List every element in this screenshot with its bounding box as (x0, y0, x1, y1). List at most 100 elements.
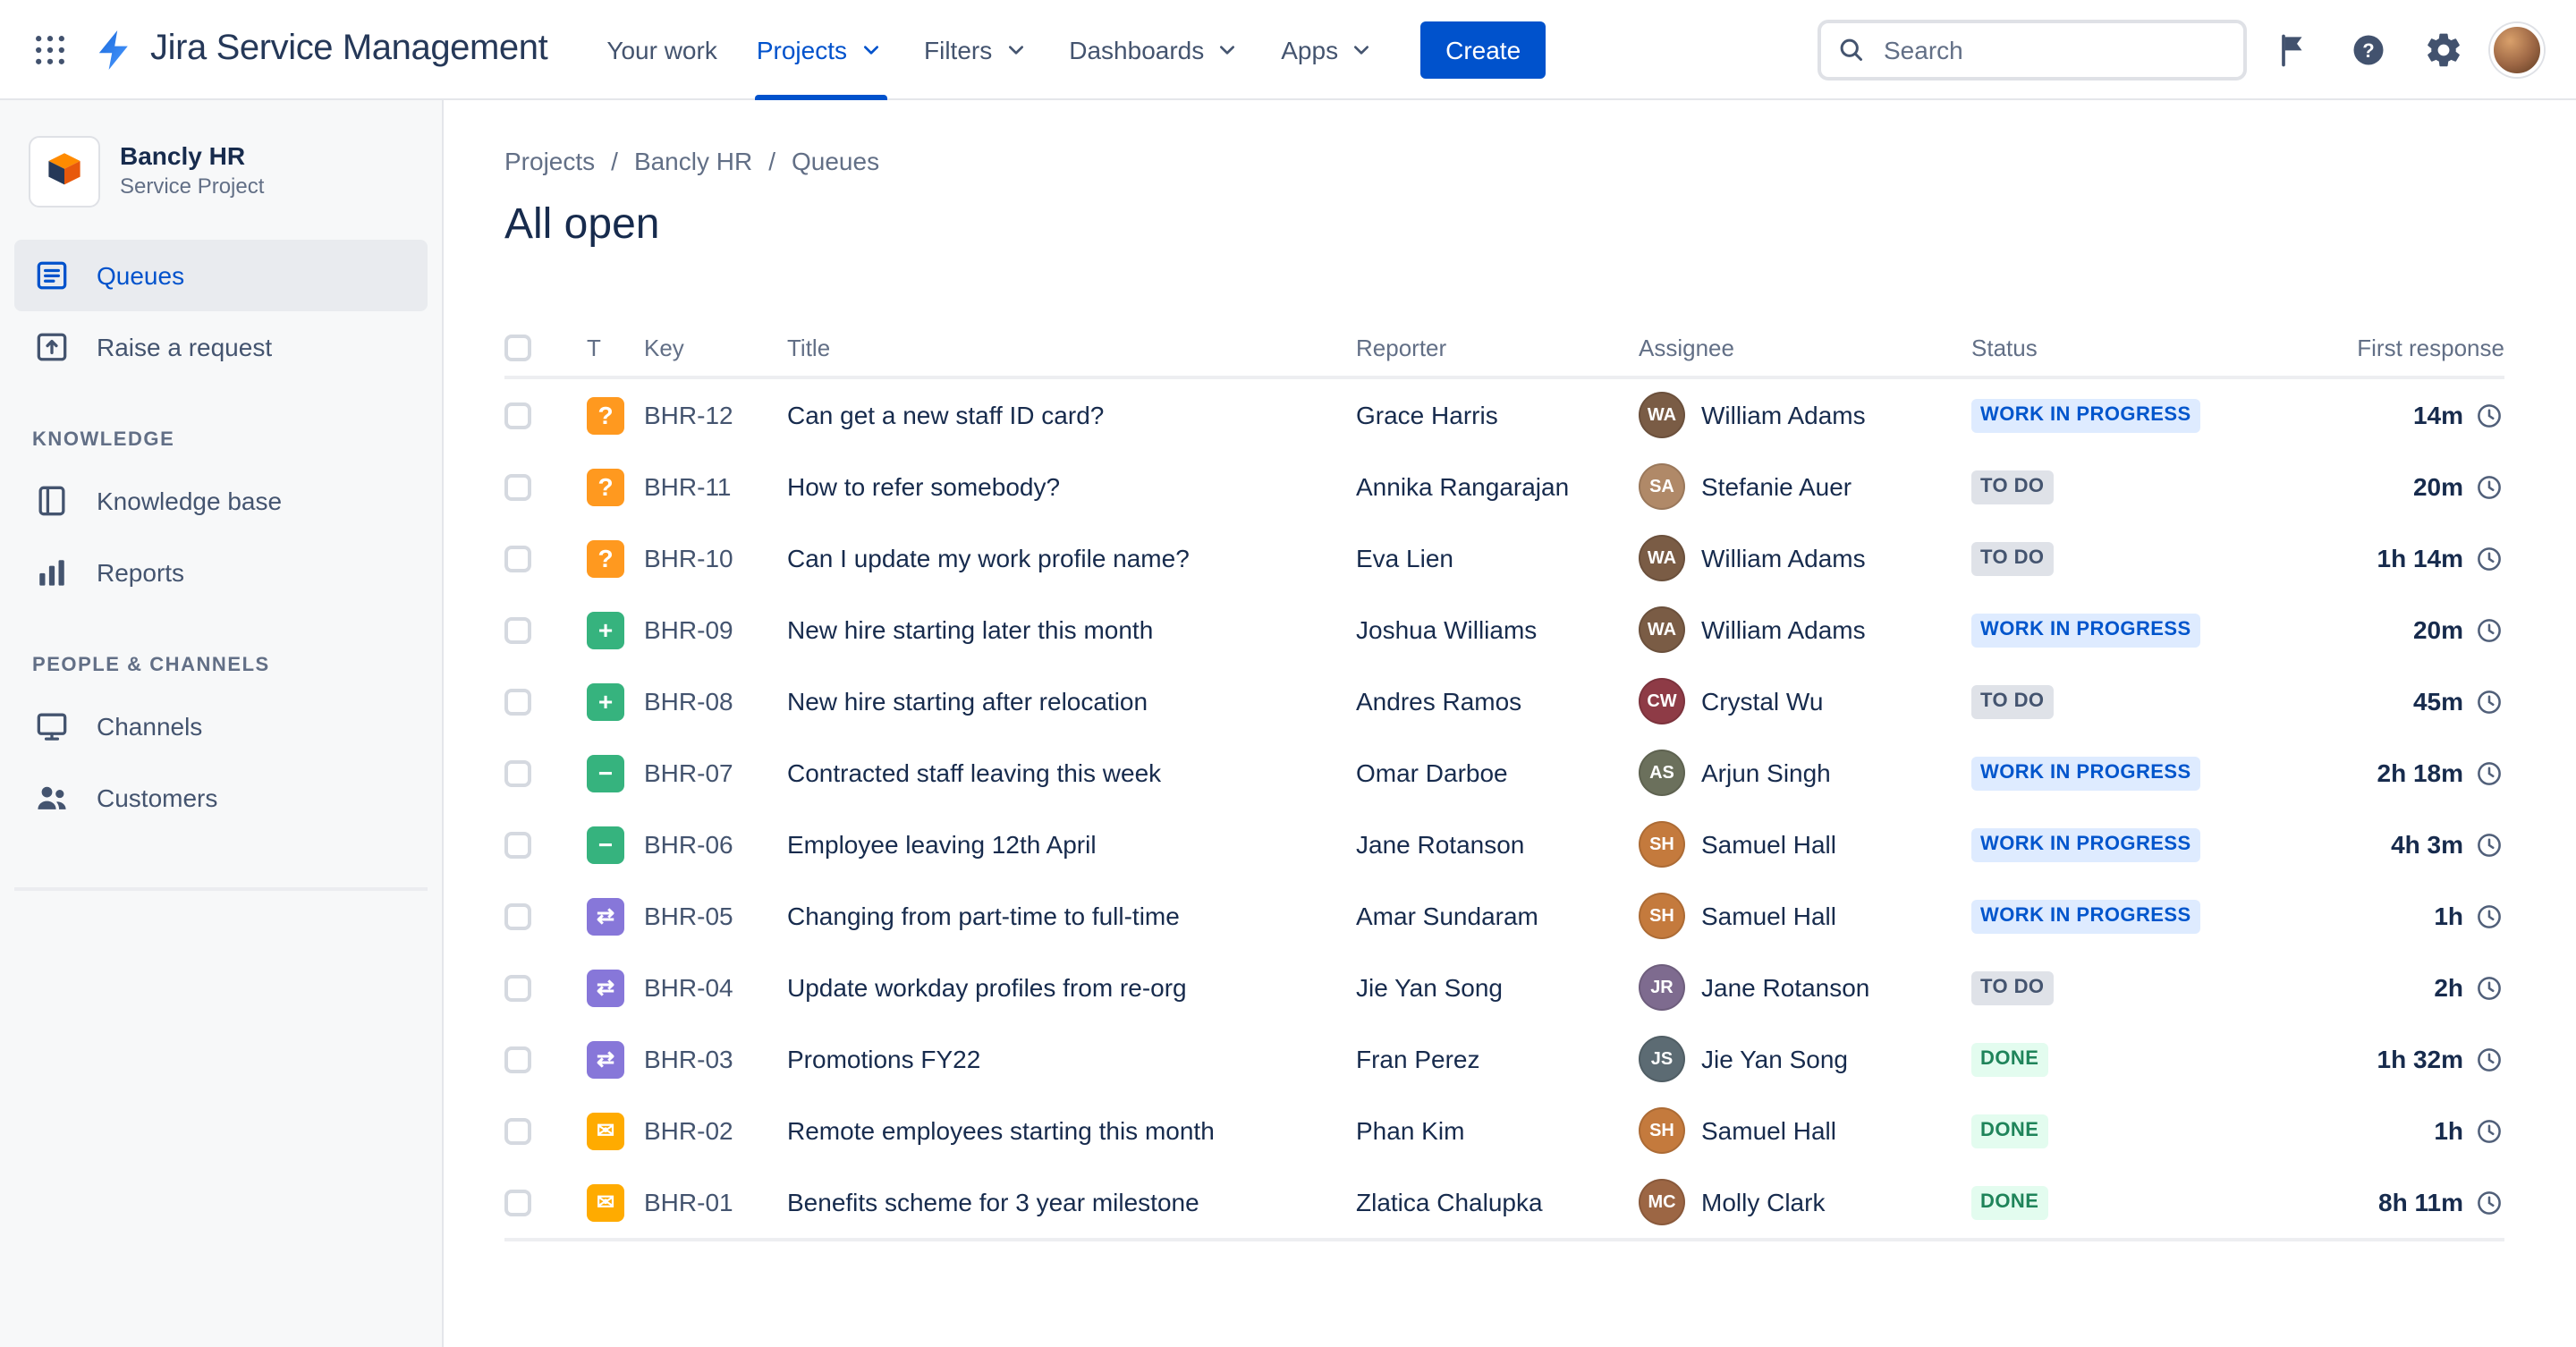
row-checkbox[interactable] (504, 1046, 531, 1074)
issue-key[interactable]: BHR-06 (644, 830, 733, 859)
settings-button[interactable] (2415, 21, 2472, 78)
row-checkbox[interactable] (504, 975, 531, 1003)
issue-key[interactable]: BHR-12 (644, 401, 733, 429)
nav-item-projects[interactable]: Projects (737, 0, 904, 99)
status-badge[interactable]: DONE (1971, 1114, 2048, 1148)
issue-title-link[interactable]: Remote employees starting this month (787, 1116, 1215, 1145)
issue-title-link[interactable]: Can get a new staff ID card? (787, 401, 1105, 429)
issue-title-link[interactable]: Contracted staff leaving this week (787, 758, 1162, 787)
assignee-cell[interactable]: SH Samuel Hall (1639, 893, 1971, 939)
nav-item-filters[interactable]: Filters (904, 0, 1049, 99)
breadcrumb-bancly-hr[interactable]: Bancly HR (633, 147, 753, 175)
assignee-cell[interactable]: JS Jie Yan Song (1639, 1036, 1971, 1082)
issue-key[interactable]: BHR-03 (644, 1045, 733, 1073)
table-row-bhr-10[interactable]: ? BHR-10 Can I update my work profile name… (504, 522, 2504, 594)
status-badge[interactable]: WORK IN PROGRESS (1971, 614, 2200, 648)
column-header-first-response[interactable]: First response (2357, 334, 2504, 360)
nav-item-your-work[interactable]: Your work (587, 0, 737, 99)
sidebar-item-queues[interactable]: Queues (14, 240, 428, 311)
nav-item-dashboards[interactable]: Dashboards (1049, 0, 1261, 99)
search-box[interactable] (1818, 19, 2247, 80)
assignee-cell[interactable]: WA William Adams (1639, 606, 1971, 653)
issue-key[interactable]: BHR-09 (644, 615, 733, 644)
row-checkbox[interactable] (504, 1190, 531, 1217)
jira-home-link[interactable]: Jira Service Management (93, 28, 548, 71)
row-checkbox[interactable] (504, 903, 531, 931)
table-row-bhr-01[interactable]: ✉ BHR-01 Benefits scheme for 3 year milest… (504, 1166, 2504, 1238)
search-input[interactable] (1880, 33, 2229, 65)
assignee-cell[interactable]: CW Crystal Wu (1639, 678, 1971, 724)
table-row-bhr-11[interactable]: ? BHR-11 How to refer somebody? Annika Rang… (504, 451, 2504, 522)
table-row-bhr-08[interactable]: + BHR-08 New hire starting after relocatio… (504, 665, 2504, 737)
issue-title-link[interactable]: New hire starting after relocation (787, 687, 1148, 716)
status-badge[interactable]: TO DO (1971, 685, 2054, 719)
status-badge[interactable]: WORK IN PROGRESS (1971, 900, 2200, 934)
row-checkbox[interactable] (504, 474, 531, 502)
assignee-cell[interactable]: SA Stefanie Auer (1639, 463, 1971, 510)
user-avatar[interactable] (2490, 22, 2544, 76)
sidebar-item-customers[interactable]: Customers (14, 762, 428, 834)
issue-title-link[interactable]: Benefits scheme for 3 year milestone (787, 1188, 1199, 1216)
issue-title-link[interactable]: Employee leaving 12th April (787, 830, 1097, 859)
row-checkbox[interactable] (504, 760, 531, 788)
assignee-cell[interactable]: AS Arjun Singh (1639, 750, 1971, 796)
issue-key[interactable]: BHR-02 (644, 1116, 733, 1145)
column-header-status[interactable]: Status (1971, 334, 2038, 360)
issue-title-link[interactable]: Can I update my work profile name? (787, 544, 1190, 572)
row-checkbox[interactable] (504, 546, 531, 573)
row-checkbox[interactable] (504, 832, 531, 860)
assignee-cell[interactable]: SH Samuel Hall (1639, 821, 1971, 868)
table-row-bhr-07[interactable]: − BHR-07 Contracted staff leaving this wee… (504, 737, 2504, 809)
table-row-bhr-12[interactable]: ? BHR-12 Can get a new staff ID card? Grace… (504, 379, 2504, 451)
status-badge[interactable]: WORK IN PROGRESS (1971, 757, 2200, 791)
issue-key[interactable]: BHR-08 (644, 687, 733, 716)
status-badge[interactable]: TO DO (1971, 470, 2054, 504)
create-button[interactable]: Create (1420, 21, 1546, 78)
status-badge[interactable]: TO DO (1971, 971, 2054, 1005)
sidebar-item-reports[interactable]: Reports (14, 537, 428, 608)
issue-key[interactable]: BHR-07 (644, 758, 733, 787)
column-header-assignee[interactable]: Assignee (1639, 334, 1734, 360)
sidebar-item-knowledge-base[interactable]: Knowledge base (14, 465, 428, 537)
column-header-type[interactable]: T (587, 334, 601, 360)
table-row-bhr-05[interactable]: ⇄ BHR-05 Changing from part-time to full-t… (504, 880, 2504, 952)
issue-title-link[interactable]: Update workday profiles from re-org (787, 973, 1187, 1002)
table-row-bhr-03[interactable]: ⇄ BHR-03 Promotions FY22 Fran Perez JS Jie Ya… (504, 1023, 2504, 1095)
issue-title-link[interactable]: Promotions FY22 (787, 1045, 981, 1073)
issue-title-link[interactable]: How to refer somebody? (787, 472, 1061, 501)
row-checkbox[interactable] (504, 689, 531, 716)
nav-item-apps[interactable]: Apps (1261, 0, 1395, 99)
status-badge[interactable]: WORK IN PROGRESS (1971, 828, 2200, 862)
assignee-cell[interactable]: MC Molly Clark (1639, 1179, 1971, 1225)
sidebar-item-raise-a-request[interactable]: Raise a request (14, 311, 428, 383)
issue-key[interactable]: BHR-04 (644, 973, 733, 1002)
column-header-key[interactable]: Key (644, 334, 684, 360)
assignee-cell[interactable]: JR Jane Rotanson (1639, 964, 1971, 1011)
issue-title-link[interactable]: Changing from part-time to full-time (787, 902, 1180, 930)
status-badge[interactable]: TO DO (1971, 542, 2054, 576)
table-row-bhr-06[interactable]: − BHR-06 Employee leaving 12th April Jane R… (504, 809, 2504, 880)
status-badge[interactable]: DONE (1971, 1043, 2048, 1077)
issue-key[interactable]: BHR-10 (644, 544, 733, 572)
status-badge[interactable]: DONE (1971, 1186, 2048, 1220)
help-button[interactable]: ? (2340, 21, 2397, 78)
issue-key[interactable]: BHR-05 (644, 902, 733, 930)
issue-key[interactable]: BHR-11 (644, 472, 732, 501)
select-all-checkbox[interactable] (504, 335, 531, 362)
table-row-bhr-02[interactable]: ✉ BHR-02 Remote employees starting this mo… (504, 1095, 2504, 1166)
table-row-bhr-04[interactable]: ⇄ BHR-04 Update workday profiles from re-o… (504, 952, 2504, 1023)
column-header-title[interactable]: Title (787, 334, 831, 360)
column-header-reporter[interactable]: Reporter (1356, 334, 1447, 360)
row-checkbox[interactable] (504, 402, 531, 430)
issue-title-link[interactable]: New hire starting later this month (787, 615, 1154, 644)
sidebar-item-channels[interactable]: Channels (14, 690, 428, 762)
table-row-bhr-09[interactable]: + BHR-09 New hire starting later this mont… (504, 594, 2504, 665)
breadcrumb-queues[interactable]: Queues (792, 147, 880, 175)
app-switcher-button[interactable] (21, 21, 79, 78)
assignee-cell[interactable]: WA William Adams (1639, 392, 1971, 438)
issue-key[interactable]: BHR-01 (644, 1188, 733, 1216)
row-checkbox[interactable] (504, 1118, 531, 1146)
assignee-cell[interactable]: SH Samuel Hall (1639, 1107, 1971, 1154)
row-checkbox[interactable] (504, 617, 531, 645)
notifications-button[interactable] (2265, 21, 2322, 78)
